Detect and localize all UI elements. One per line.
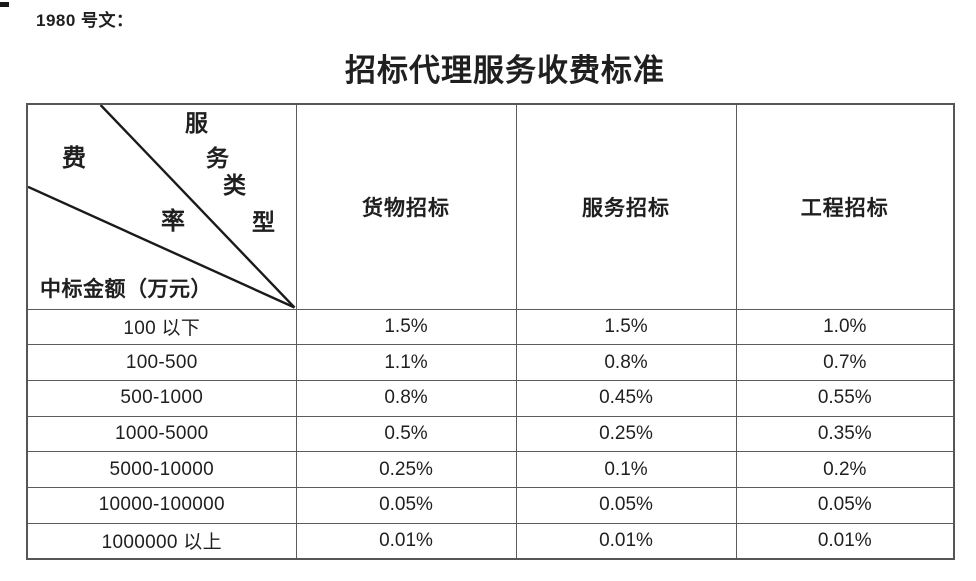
rate-cell: 0.1%	[515, 451, 737, 488]
table-row: 10000-100000 0.05% 0.05% 0.05%	[26, 486, 955, 524]
rate-cell: 0.01%	[735, 522, 955, 560]
amount-cell: 100-500	[26, 344, 297, 381]
fee-rate-table: 服 务 类 型 费 率 中标金额（万元） 货物招标 服务招标 工程招标 100 …	[26, 103, 955, 560]
rate-cell: 1.5%	[295, 308, 517, 346]
rate-cell: 0.01%	[515, 522, 737, 560]
column-header-goods: 货物招标	[295, 103, 517, 310]
corner-header-cell: 服 务 类 型 费 率 中标金额（万元）	[26, 103, 297, 310]
table-row: 5000-10000 0.25% 0.1% 0.2%	[26, 451, 955, 488]
rate-cell: 0.01%	[295, 522, 517, 560]
rate-cell: 1.0%	[735, 308, 955, 346]
amount-cell: 10000-100000	[26, 486, 297, 524]
corner-smudge-mark	[0, 2, 9, 7]
amount-cell: 500-1000	[26, 379, 297, 417]
rate-cell: 0.7%	[735, 344, 955, 381]
rate-cell: 0.05%	[515, 486, 737, 524]
rate-cell: 1.1%	[295, 344, 517, 381]
service-type-char: 务	[206, 146, 229, 171]
rate-cell: 0.25%	[515, 415, 737, 453]
page-title: 招标代理服务收费标准	[345, 53, 665, 88]
service-type-char: 服	[185, 111, 208, 136]
amount-cell: 1000000 以上	[26, 522, 297, 560]
rate-cell: 0.25%	[295, 451, 517, 488]
service-type-char: 型	[252, 210, 275, 235]
doc-number-label: 1980 号文：	[36, 11, 134, 30]
rate-cell: 0.05%	[295, 486, 517, 524]
table-row: 100 以下 1.5% 1.5% 1.0%	[26, 308, 955, 346]
amount-axis-label: 中标金额（万元）	[40, 276, 212, 301]
amount-cell: 100 以下	[26, 308, 297, 346]
amount-cell: 5000-10000	[26, 451, 297, 488]
rate-cell: 0.45%	[515, 379, 737, 417]
rate-cell: 0.5%	[295, 415, 517, 453]
table-row: 1000-5000 0.5% 0.25% 0.35%	[26, 415, 955, 453]
rate-cell: 0.2%	[735, 451, 955, 488]
rate-cell: 0.35%	[735, 415, 955, 453]
service-type-char: 类	[223, 173, 246, 198]
table-row: 100-500 1.1% 0.8% 0.7%	[26, 344, 955, 381]
rate-char: 费	[62, 146, 86, 172]
rate-cell: 0.55%	[735, 379, 955, 417]
table-row: 500-1000 0.8% 0.45% 0.55%	[26, 379, 955, 417]
column-header-services: 服务招标	[515, 103, 737, 310]
rate-cell: 0.8%	[295, 379, 517, 417]
column-header-works: 工程招标	[735, 103, 955, 310]
table-row: 1000000 以上 0.01% 0.01% 0.01%	[26, 522, 955, 560]
rate-cell: 1.5%	[515, 308, 737, 346]
rate-cell: 0.05%	[735, 486, 955, 524]
rate-char: 率	[161, 209, 185, 235]
diagonal-divider-lines	[28, 105, 296, 309]
table-header-row: 服 务 类 型 费 率 中标金额（万元） 货物招标 服务招标 工程招标	[26, 103, 955, 310]
rate-cell: 0.8%	[515, 344, 737, 381]
amount-cell: 1000-5000	[26, 415, 297, 453]
